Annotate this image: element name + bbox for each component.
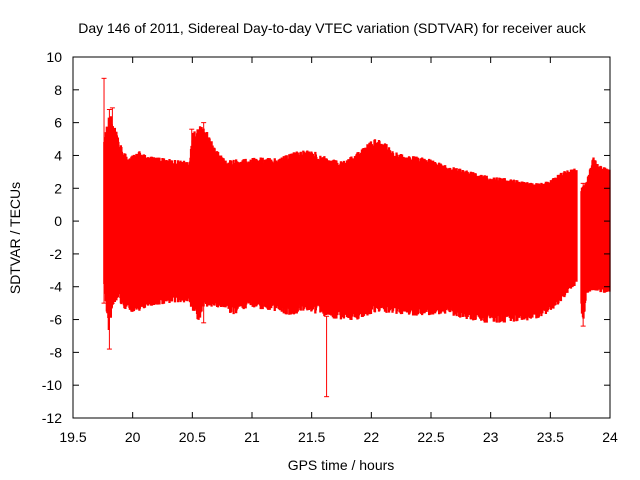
y-tick-label: 10 [46, 49, 62, 65]
x-tick-label: 23.5 [537, 429, 564, 445]
x-tick-label: 21 [244, 429, 260, 445]
y-tick-label: -4 [50, 279, 63, 295]
x-axis-ticks: 19.5 20 20.5 21 21.5 22 22.5 23 23.5 24 [59, 57, 618, 445]
x-axis-label: GPS time / hours [288, 457, 395, 473]
x-tick-label: 23 [483, 429, 499, 445]
x-tick-label: 20.5 [179, 429, 206, 445]
y-tick-label: 2 [54, 180, 62, 196]
y-tick-label: -2 [50, 246, 63, 262]
y-tick-label: 0 [54, 213, 62, 229]
y-tick-label: -6 [50, 312, 63, 328]
y-tick-label: -8 [50, 344, 63, 360]
x-tick-label: 21.5 [298, 429, 325, 445]
y-tick-label: 8 [54, 82, 62, 98]
y-tick-label: 6 [54, 115, 62, 131]
y-axis-label: SDTVAR / TECUs [7, 182, 23, 294]
x-tick-label: 22.5 [417, 429, 444, 445]
y-tick-label: 4 [54, 147, 62, 163]
series-sdtvar-error-bars [103, 116, 611, 330]
y-tick-label: -10 [42, 377, 62, 393]
x-tick-label: 20 [125, 429, 141, 445]
x-tick-label: 19.5 [59, 429, 86, 445]
series-sdtvar-spikes [101, 77, 586, 398]
y-axis-ticks: -12 -10 -8 -6 -4 -2 0 2 4 6 8 10 [42, 49, 610, 426]
x-tick-label: 22 [364, 429, 380, 445]
plot-border [72, 56, 611, 419]
x-tick-label: 24 [602, 429, 618, 445]
y-tick-label: -12 [42, 410, 62, 426]
chart-title: Day 146 of 2011, Sidereal Day-to-day VTE… [78, 20, 587, 36]
